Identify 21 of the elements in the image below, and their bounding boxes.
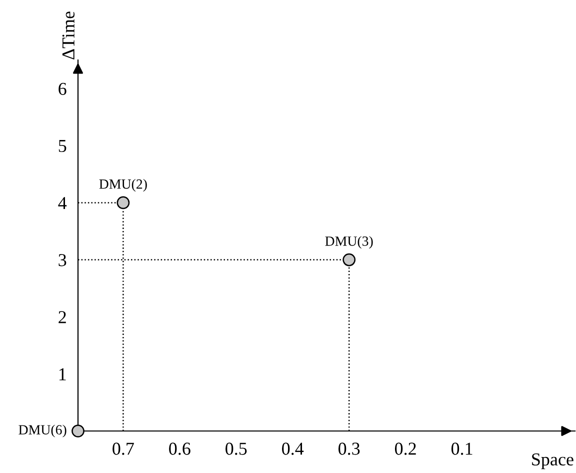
x-axis-title: Space xyxy=(532,453,574,470)
x-tick-label: 0.6 xyxy=(169,442,190,455)
point xyxy=(342,253,356,266)
x-tick-label: 0.5 xyxy=(226,442,247,455)
annotation: DMU(3) xyxy=(325,236,373,249)
annotation: DMU(6) xyxy=(18,424,66,438)
y-axis-title: ΔTime xyxy=(62,12,75,60)
x-tick-label: 0.3 xyxy=(338,442,360,455)
y-tick-label: 1 xyxy=(59,368,66,380)
x-tick-label: 0.4 xyxy=(282,442,304,455)
y-tick-label: 2 xyxy=(58,311,66,324)
x-tick-label: 0.2 xyxy=(394,442,416,455)
y-tick-label: 3 xyxy=(58,254,66,266)
y-tick-label: 5 xyxy=(58,140,66,152)
point xyxy=(116,196,130,210)
x-tick-label: 0.7 xyxy=(112,442,134,455)
y-tick-label: 4 xyxy=(58,197,67,209)
x-tick-label: 0.1 xyxy=(451,442,472,455)
annotation: DMU(2) xyxy=(99,178,147,192)
point xyxy=(72,424,84,438)
y-tick-label: 6 xyxy=(58,82,66,95)
